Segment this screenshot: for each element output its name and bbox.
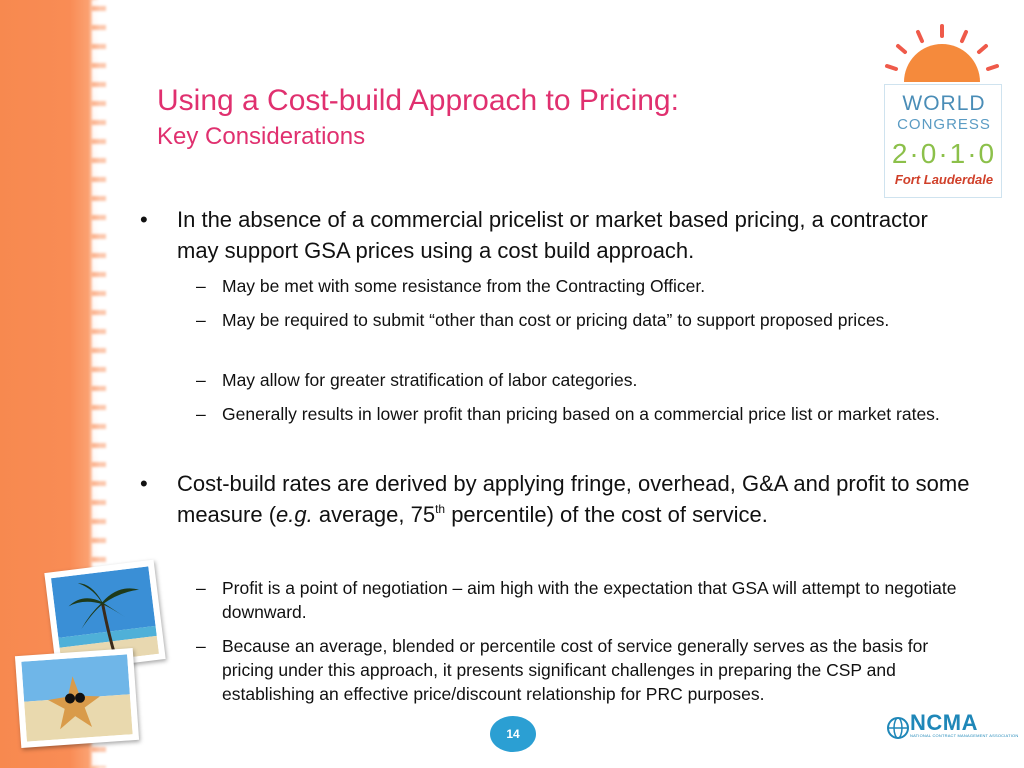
sun-logo-icon: [885, 24, 999, 82]
slide-subtitle: Key Considerations: [157, 123, 366, 150]
dash-marker: –: [196, 578, 206, 598]
sub-bullet-text: May be required to submit “other than co…: [222, 310, 890, 330]
bullet-2-text: Cost-build rates are derived by applying…: [177, 471, 970, 527]
ncma-logo-text: NCMA: [910, 710, 978, 735]
dash-marker: –: [196, 636, 206, 656]
ncma-full-name: NATIONAL CONTRACT MANAGEMENT ASSOCIATION: [910, 733, 1019, 738]
sub-bullet-text: Because an average, blended or percentil…: [222, 636, 929, 704]
globe-icon: [887, 717, 909, 739]
dash-marker: –: [196, 310, 206, 330]
sub-bullet-text: Profit is a point of negotiation – aim h…: [222, 578, 957, 622]
sub-bullet-text: May be met with some resistance from the…: [222, 276, 706, 296]
logo-location: Fort Lauderdale: [894, 172, 994, 187]
sub-bullet-text: May allow for greater stratification of …: [222, 370, 638, 390]
logo-world: WORLD: [902, 92, 986, 115]
starfish-icon: [21, 654, 133, 742]
bullet-marker: •: [140, 471, 148, 496]
bullet-1-text: In the absence of a commercial pricelist…: [177, 207, 928, 263]
dash-marker: –: [196, 276, 206, 296]
starfish-photo: [14, 647, 140, 749]
logo-congress: CONGRESS: [897, 116, 991, 133]
dash-marker: –: [196, 370, 206, 390]
dash-marker: –: [196, 404, 206, 424]
bullet-marker: •: [140, 207, 148, 232]
logo-frame: [884, 84, 1002, 198]
page-number-badge: 14: [490, 716, 536, 752]
logo-year: 2·0·1·0: [891, 138, 997, 169]
sub-bullet-text: Generally results in lower profit than p…: [222, 404, 940, 424]
slide-title: Using a Cost-build Approach to Pricing:: [157, 84, 679, 117]
